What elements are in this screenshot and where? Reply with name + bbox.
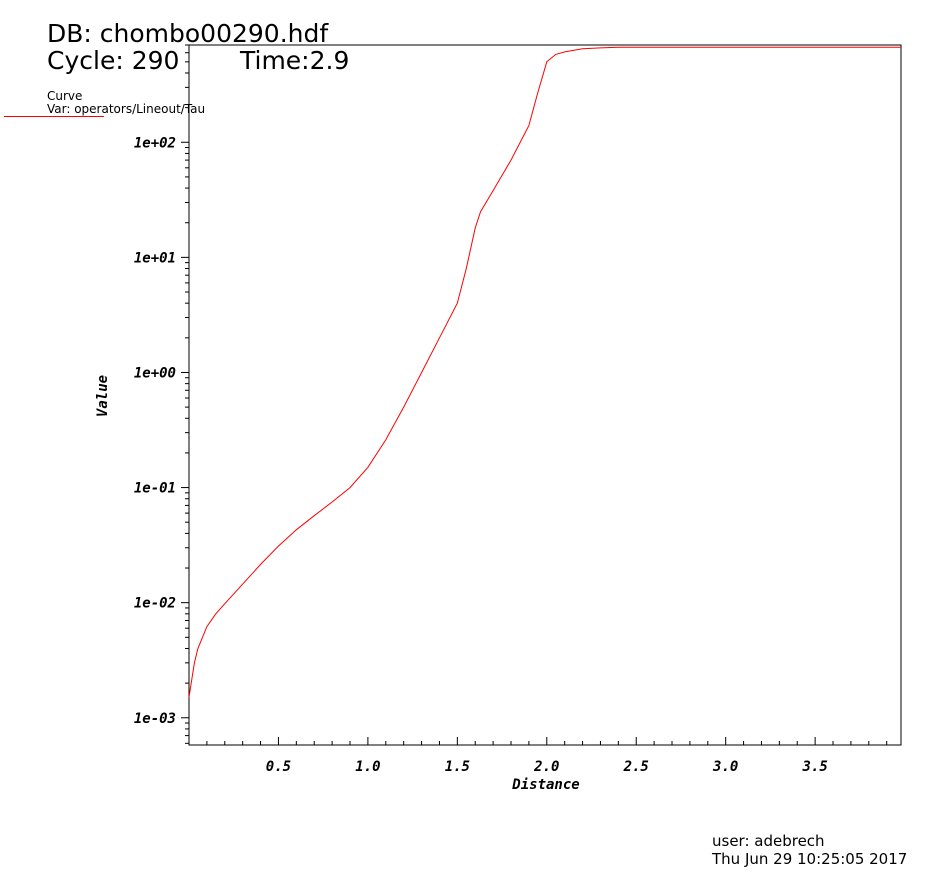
time-label: Time:2.9 xyxy=(240,46,350,75)
y-tick-label: 1e-01 xyxy=(134,481,176,497)
series-line xyxy=(188,46,901,698)
axis-ticks xyxy=(181,44,888,745)
legend-variable: Var: operators/Lineout/Tau xyxy=(47,102,206,116)
legend-title: Curve xyxy=(47,89,83,103)
y-tick-label: 1e+02 xyxy=(134,135,176,151)
y-axis-label: Value xyxy=(95,375,111,417)
plot-axes xyxy=(188,44,902,746)
x-tick-label: 1.5 xyxy=(445,759,470,775)
x-tick-label: 3.5 xyxy=(801,759,827,775)
x-tick-label: 2.5 xyxy=(623,759,649,775)
x-axis-label: Distance xyxy=(511,777,579,793)
database-title: DB: chombo00290.hdf xyxy=(47,19,329,48)
plot-frame xyxy=(188,44,902,746)
user-label: user: adebrech xyxy=(712,832,825,850)
legend-swatch xyxy=(4,116,104,117)
y-tick-label: 1e-03 xyxy=(134,711,176,727)
tick-labels: 0.5 1.0 1.5 2.0 2.5 3.0 3.5 1e-03 1e-02 1e-01 1e+0… xyxy=(134,135,828,775)
x-tick-label: 0.5 xyxy=(266,759,291,775)
x-tick-label: 1.0 xyxy=(355,759,380,775)
x-tick-label: 3.0 xyxy=(712,759,738,775)
y-tick-label: 1e+01 xyxy=(134,250,176,266)
x-tick-label: 2.0 xyxy=(533,759,559,775)
date-label: Thu Jun 29 10:25:05 2017 xyxy=(712,850,908,868)
y-tick-label: 1e+00 xyxy=(134,365,176,381)
cycle-label: Cycle: 290 xyxy=(47,46,180,75)
y-tick-label: 1e-02 xyxy=(134,596,176,612)
